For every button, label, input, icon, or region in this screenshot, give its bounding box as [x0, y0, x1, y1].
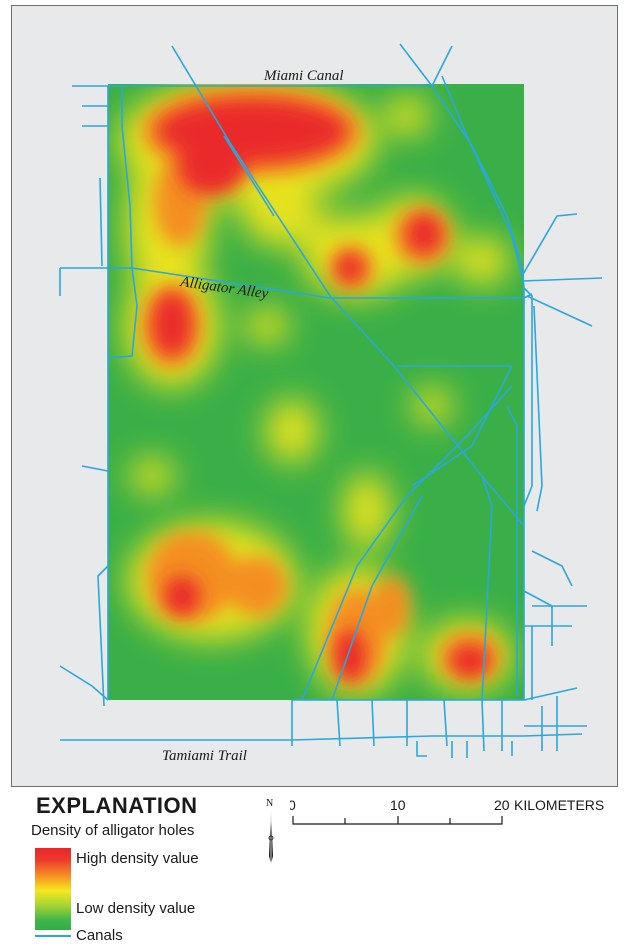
scale-tick-10: 10 — [390, 797, 406, 813]
canal-line-swatch — [35, 935, 71, 937]
miami-canal-label: Miami Canal — [263, 68, 344, 84]
scale-bar: 0 10 20 KILOMETERS — [288, 794, 620, 839]
north-label: N — [266, 798, 273, 809]
north-arrow-icon: N — [262, 796, 282, 871]
scale-tick-0: 0 — [290, 797, 296, 813]
scale-unit: KILOMETERS — [514, 797, 604, 813]
legend-subtitle: Density of alligator holes — [31, 822, 195, 839]
legend-canals-label: Canals — [76, 927, 123, 944]
map-frame: Miami Canal Alligator Alley Tamiami Trai… — [11, 5, 618, 787]
legend-high-label: High density value — [76, 850, 199, 867]
legend-title: EXPLANATION — [36, 793, 198, 818]
tamiami-trail-label: Tamiami Trail — [162, 748, 247, 764]
canals — [59, 43, 603, 758]
density-color-ramp — [35, 848, 71, 930]
legend-low-label: Low density value — [76, 900, 196, 917]
density-surface — [108, 84, 524, 700]
scale-tick-20: 20 — [494, 797, 510, 813]
density-map: Miami Canal Alligator Alley Tamiami Trai… — [59, 43, 603, 764]
